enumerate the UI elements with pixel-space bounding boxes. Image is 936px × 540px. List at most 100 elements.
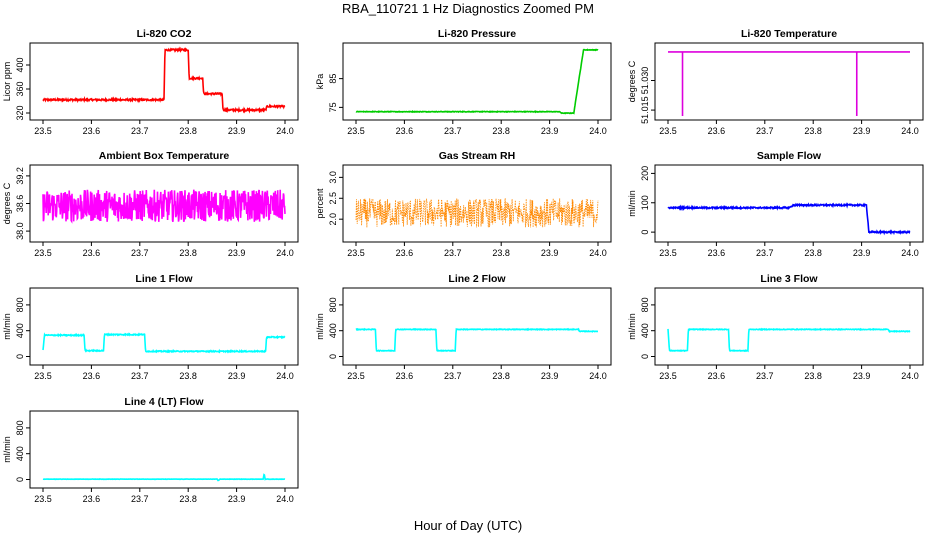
x-tick-label: 23.5	[34, 248, 52, 258]
y-tick-label: 38.6	[15, 195, 25, 213]
y-axis-label: ml/min	[627, 313, 637, 340]
x-tick-label: 23.7	[131, 126, 149, 136]
panel-title: Line 2 Flow	[448, 273, 506, 285]
data-series-line	[355, 327, 598, 353]
y-tick-label: 3.0	[328, 171, 338, 184]
x-tick-label: 24.0	[276, 494, 294, 504]
x-tick-label: 23.8	[804, 371, 822, 381]
x-tick-label: 23.7	[131, 248, 149, 258]
x-tick-label: 24.0	[276, 126, 294, 136]
y-tick-label: 0	[328, 354, 338, 359]
x-tick-label: 23.6	[83, 248, 101, 258]
panel-title: Ambient Box Temperature	[99, 150, 230, 162]
plot-frame	[342, 287, 612, 366]
data-series-line	[667, 327, 911, 353]
plot-frame	[29, 287, 299, 366]
x-tick-label: 23.9	[228, 371, 246, 381]
y-tick-label: 400	[15, 57, 25, 72]
x-tick-label: 23.5	[659, 248, 677, 258]
x-tick-label: 23.7	[444, 248, 462, 258]
x-tick-label: 23.6	[396, 248, 414, 258]
data-series-line	[42, 46, 286, 114]
y-tick-label: 200	[640, 166, 650, 181]
panel-title: Li-820 Pressure	[438, 28, 516, 40]
y-tick-label: 800	[640, 297, 650, 312]
y-tick-label: 75	[328, 102, 338, 112]
y-axis-label: degrees C	[627, 60, 637, 102]
x-tick-label: 24.0	[589, 126, 607, 136]
panel-title: Gas Stream RH	[439, 150, 515, 162]
x-tick-label: 23.5	[347, 371, 365, 381]
x-tick-label: 23.8	[804, 126, 822, 136]
panel-title: Sample Flow	[757, 150, 822, 162]
x-axis-caption: Hour of Day (UTC)	[413, 518, 523, 533]
x-tick-label: 23.6	[396, 371, 414, 381]
data-series-line	[355, 48, 599, 115]
x-tick-label: 23.7	[756, 248, 774, 258]
plot-frame	[342, 164, 612, 243]
plot-frame	[654, 287, 924, 366]
x-tick-label: 23.6	[396, 126, 414, 136]
x-tick-label: 23.9	[853, 371, 871, 381]
x-tick-label: 23.6	[708, 248, 726, 258]
panel-title: Line 4 (LT) Flow	[124, 396, 204, 408]
x-tick-label: 23.6	[83, 494, 101, 504]
data-series-line	[42, 473, 286, 482]
x-tick-label: 23.8	[179, 494, 197, 504]
x-tick-label: 23.7	[756, 371, 774, 381]
x-tick-label: 23.8	[492, 371, 510, 381]
y-axis-label: kPa	[315, 74, 325, 90]
x-tick-label: 23.5	[659, 371, 677, 381]
x-tick-label: 24.0	[901, 371, 919, 381]
plot-frame	[29, 42, 299, 121]
x-tick-label: 23.5	[659, 126, 677, 136]
y-axis-label: degrees C	[2, 182, 12, 224]
x-tick-label: 23.6	[708, 126, 726, 136]
x-tick-label: 23.9	[853, 126, 871, 136]
x-tick-label: 23.5	[34, 494, 52, 504]
x-tick-label: 23.9	[541, 371, 559, 381]
y-axis-label: ml/min	[315, 313, 325, 340]
panel-title: Line 3 Flow	[760, 273, 818, 285]
figure-title: RBA_110721 1 Hz Diagnostics Zoomed PM	[342, 1, 594, 16]
y-tick-label: 800	[15, 297, 25, 312]
panel-1: Li-820 CO2 23.5 23.6 23.7 23.8 23.9 24.0 320 360…	[2, 28, 299, 136]
panel-title: Li-820 Temperature	[741, 28, 837, 40]
y-tick-label: 0	[15, 354, 25, 359]
x-tick-label: 24.0	[589, 248, 607, 258]
y-tick-label: 360	[15, 81, 25, 96]
panel-8: Line 2 Flow 23.5 23.6 23.7 23.8 23.9 24.0 0 400 8…	[315, 273, 612, 381]
x-tick-label: 23.8	[804, 248, 822, 258]
x-tick-label: 23.8	[492, 248, 510, 258]
y-tick-label: 51.030	[640, 67, 650, 95]
x-tick-label: 24.0	[276, 371, 294, 381]
y-tick-label: 0	[640, 230, 650, 235]
y-tick-label: 400	[328, 323, 338, 338]
x-tick-label: 23.9	[228, 126, 246, 136]
y-axis-label: ml/min	[2, 313, 12, 340]
y-tick-label: 400	[15, 446, 25, 461]
x-tick-label: 23.6	[83, 126, 101, 136]
x-tick-label: 23.8	[492, 126, 510, 136]
x-tick-label: 23.7	[444, 126, 462, 136]
data-series-line	[42, 189, 286, 224]
data-series-line	[667, 202, 911, 236]
x-tick-label: 23.8	[179, 371, 197, 381]
panel-title: Li-820 CO2	[137, 28, 192, 40]
y-axis-label: ml/min	[2, 436, 12, 463]
y-tick-label: 400	[15, 323, 25, 338]
panel-10: Line 4 (LT) Flow 23.5 23.6 23.7 23.8 23.9 24.0…	[2, 396, 299, 504]
x-tick-label: 23.8	[179, 126, 197, 136]
y-tick-label: 0	[640, 354, 650, 359]
x-tick-label: 23.8	[179, 248, 197, 258]
x-tick-label: 23.7	[756, 126, 774, 136]
x-tick-label: 24.0	[901, 248, 919, 258]
x-tick-label: 23.5	[34, 371, 52, 381]
plot-frame	[29, 410, 299, 489]
y-tick-label: 800	[15, 420, 25, 435]
y-tick-label: 400	[640, 323, 650, 338]
panel-4: Ambient Box Temperature 23.5 23.6 23.7 23.8 2…	[2, 150, 299, 258]
plot-frame	[654, 42, 924, 121]
x-tick-label: 23.6	[708, 371, 726, 381]
